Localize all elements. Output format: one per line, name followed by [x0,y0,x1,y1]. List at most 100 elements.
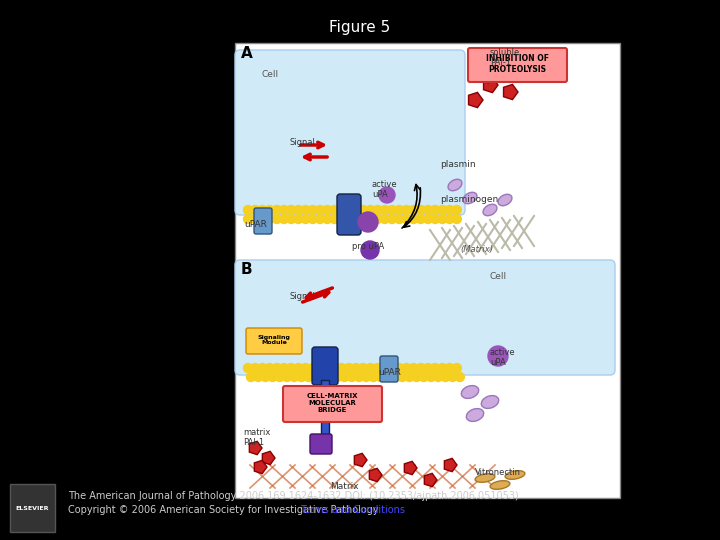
Circle shape [366,206,375,214]
Circle shape [272,363,282,373]
Circle shape [431,363,440,373]
Text: Terms and Conditions: Terms and Conditions [300,505,405,515]
Circle shape [416,206,426,214]
Circle shape [243,214,253,224]
Circle shape [387,214,397,224]
Ellipse shape [448,179,462,191]
Polygon shape [369,468,382,482]
Circle shape [315,214,325,224]
Circle shape [438,206,447,214]
Circle shape [379,187,395,203]
Circle shape [265,363,274,373]
Circle shape [397,373,407,381]
Circle shape [395,214,404,224]
FancyBboxPatch shape [312,347,338,385]
Circle shape [380,214,390,224]
Text: soluble
PAI-1: soluble PAI-1 [490,48,521,68]
Text: pro uPA: pro uPA [352,242,384,251]
Circle shape [337,363,346,373]
Text: B: B [241,262,253,277]
Text: The American Journal of Pathology 2006 169 1624-1632 DOI: (10.2353/ajpath.2006.0: The American Journal of Pathology 2006 1… [68,491,518,501]
Text: Figure 5: Figure 5 [329,20,391,35]
Circle shape [423,214,433,224]
Text: plasmin: plasmin [440,160,476,169]
Circle shape [330,206,339,214]
Text: Matrix: Matrix [330,482,359,491]
Circle shape [344,363,354,373]
Circle shape [402,214,411,224]
Circle shape [268,373,277,381]
Circle shape [251,214,260,224]
FancyBboxPatch shape [337,194,361,235]
Circle shape [337,206,346,214]
Circle shape [330,363,339,373]
Circle shape [373,206,382,214]
Circle shape [251,206,260,214]
Circle shape [359,206,368,214]
Circle shape [246,373,256,381]
Ellipse shape [490,481,510,489]
Circle shape [333,373,342,381]
Bar [235,43,620,498]
Circle shape [323,206,332,214]
Circle shape [455,373,464,381]
Circle shape [387,363,397,373]
FancyBboxPatch shape [235,50,465,215]
Circle shape [282,373,292,381]
Circle shape [323,214,332,224]
Circle shape [304,373,313,381]
Circle shape [359,214,368,224]
Circle shape [340,373,349,381]
Text: Vitronectin: Vitronectin [475,468,521,477]
Text: A: A [241,46,253,61]
Circle shape [448,373,457,381]
Circle shape [301,363,310,373]
Circle shape [373,363,382,373]
Circle shape [325,373,335,381]
FancyBboxPatch shape [380,356,398,382]
Text: (Matrix): (Matrix) [460,245,493,254]
Circle shape [409,214,418,224]
Circle shape [405,373,414,381]
Polygon shape [444,458,457,471]
Text: active
uPA: active uPA [372,180,397,199]
Circle shape [275,373,284,381]
Circle shape [376,373,385,381]
Circle shape [301,214,310,224]
Ellipse shape [483,204,497,215]
Circle shape [258,206,267,214]
Circle shape [287,214,296,224]
Circle shape [272,206,282,214]
Text: INHIBITION OF
PROTEOLYSIS: INHIBITION OF PROTEOLYSIS [485,55,549,73]
Circle shape [395,363,404,373]
Circle shape [351,214,361,224]
Circle shape [289,373,299,381]
Circle shape [297,373,306,381]
Circle shape [294,363,303,373]
Circle shape [265,206,274,214]
Circle shape [279,214,289,224]
Circle shape [279,206,289,214]
Ellipse shape [481,396,499,408]
Circle shape [344,214,354,224]
Circle shape [361,373,371,381]
Circle shape [452,206,462,214]
Polygon shape [503,84,518,99]
Circle shape [390,373,400,381]
Polygon shape [249,441,262,455]
Bar [10,484,55,532]
Circle shape [419,373,428,381]
Circle shape [344,206,354,214]
Circle shape [366,363,375,373]
Circle shape [279,363,289,373]
Circle shape [258,214,267,224]
Polygon shape [469,92,483,107]
Circle shape [315,363,325,373]
Circle shape [251,363,260,373]
Circle shape [380,206,390,214]
Circle shape [243,206,253,214]
Circle shape [351,363,361,373]
Polygon shape [254,460,267,474]
Circle shape [423,206,433,214]
Circle shape [402,206,411,214]
